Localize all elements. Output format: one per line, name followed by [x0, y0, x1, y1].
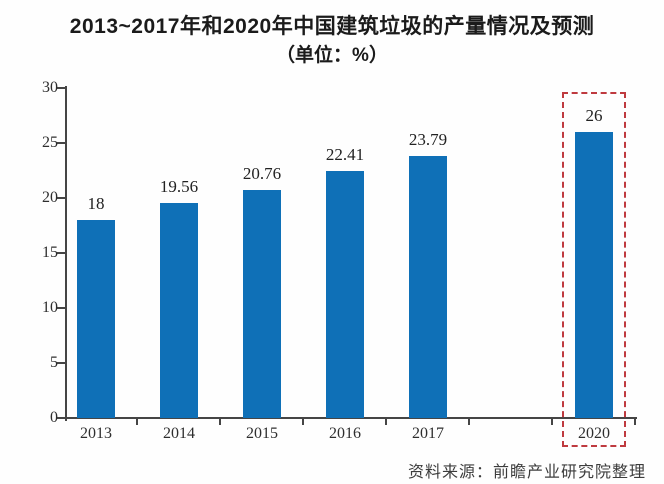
chart-title: 2013~2017年和2020年中国建筑垃圾的产量情况及预测: [69, 15, 595, 38]
y-axis-tick: [57, 142, 65, 144]
chart-subtitle: （单位：%）: [276, 45, 388, 66]
y-axis-line: [65, 86, 67, 421]
y-axis-tick-label: 0: [50, 409, 58, 426]
x-axis-tick: [468, 417, 470, 425]
bar: [409, 156, 447, 418]
x-axis-label: 2016: [329, 425, 361, 442]
bar-value-label: 26: [585, 106, 603, 125]
x-axis-label: 2015: [246, 425, 278, 442]
bar-value-label: 19.56: [159, 177, 199, 196]
x-axis-tick: [634, 417, 636, 425]
x-axis-label: 2017: [412, 425, 444, 442]
bar: [326, 171, 364, 418]
x-axis-label: 2013: [80, 425, 112, 442]
y-axis-tick-label: 10: [42, 299, 58, 316]
y-axis-tick-label: 20: [42, 189, 58, 206]
bar: [160, 203, 198, 418]
bar-value-label: 18: [87, 194, 105, 213]
y-axis-tick: [57, 197, 65, 199]
highlight-dashed-box: [562, 92, 626, 447]
x-axis-tick: [219, 417, 221, 425]
y-axis-tick-label: 25: [42, 134, 58, 151]
y-axis-tick: [57, 87, 65, 89]
bar-value-label: 20.76: [242, 164, 282, 183]
y-axis-tick-label: 15: [42, 244, 58, 261]
y-axis-tick: [57, 252, 65, 254]
x-axis-label: 2014: [163, 425, 195, 442]
bar: [575, 132, 613, 418]
bar-value-label: 23.79: [408, 130, 448, 149]
y-axis-tick: [57, 417, 65, 419]
x-axis-tick: [136, 417, 138, 425]
bar: [77, 220, 115, 418]
x-axis-tick: [385, 417, 387, 425]
x-axis-label: 2020: [578, 425, 610, 442]
bar: [243, 190, 281, 418]
y-axis-tick: [57, 307, 65, 309]
x-axis-tick: [551, 417, 553, 425]
x-axis-tick: [302, 417, 304, 425]
y-axis-tick-label: 5: [50, 354, 58, 371]
bar-value-label: 22.41: [325, 145, 365, 164]
source-note: 资料来源：前瞻产业研究院整理: [407, 464, 646, 481]
y-axis-tick: [57, 362, 65, 364]
x-axis-line: [65, 417, 637, 419]
y-axis-tick-label: 30: [42, 79, 58, 96]
